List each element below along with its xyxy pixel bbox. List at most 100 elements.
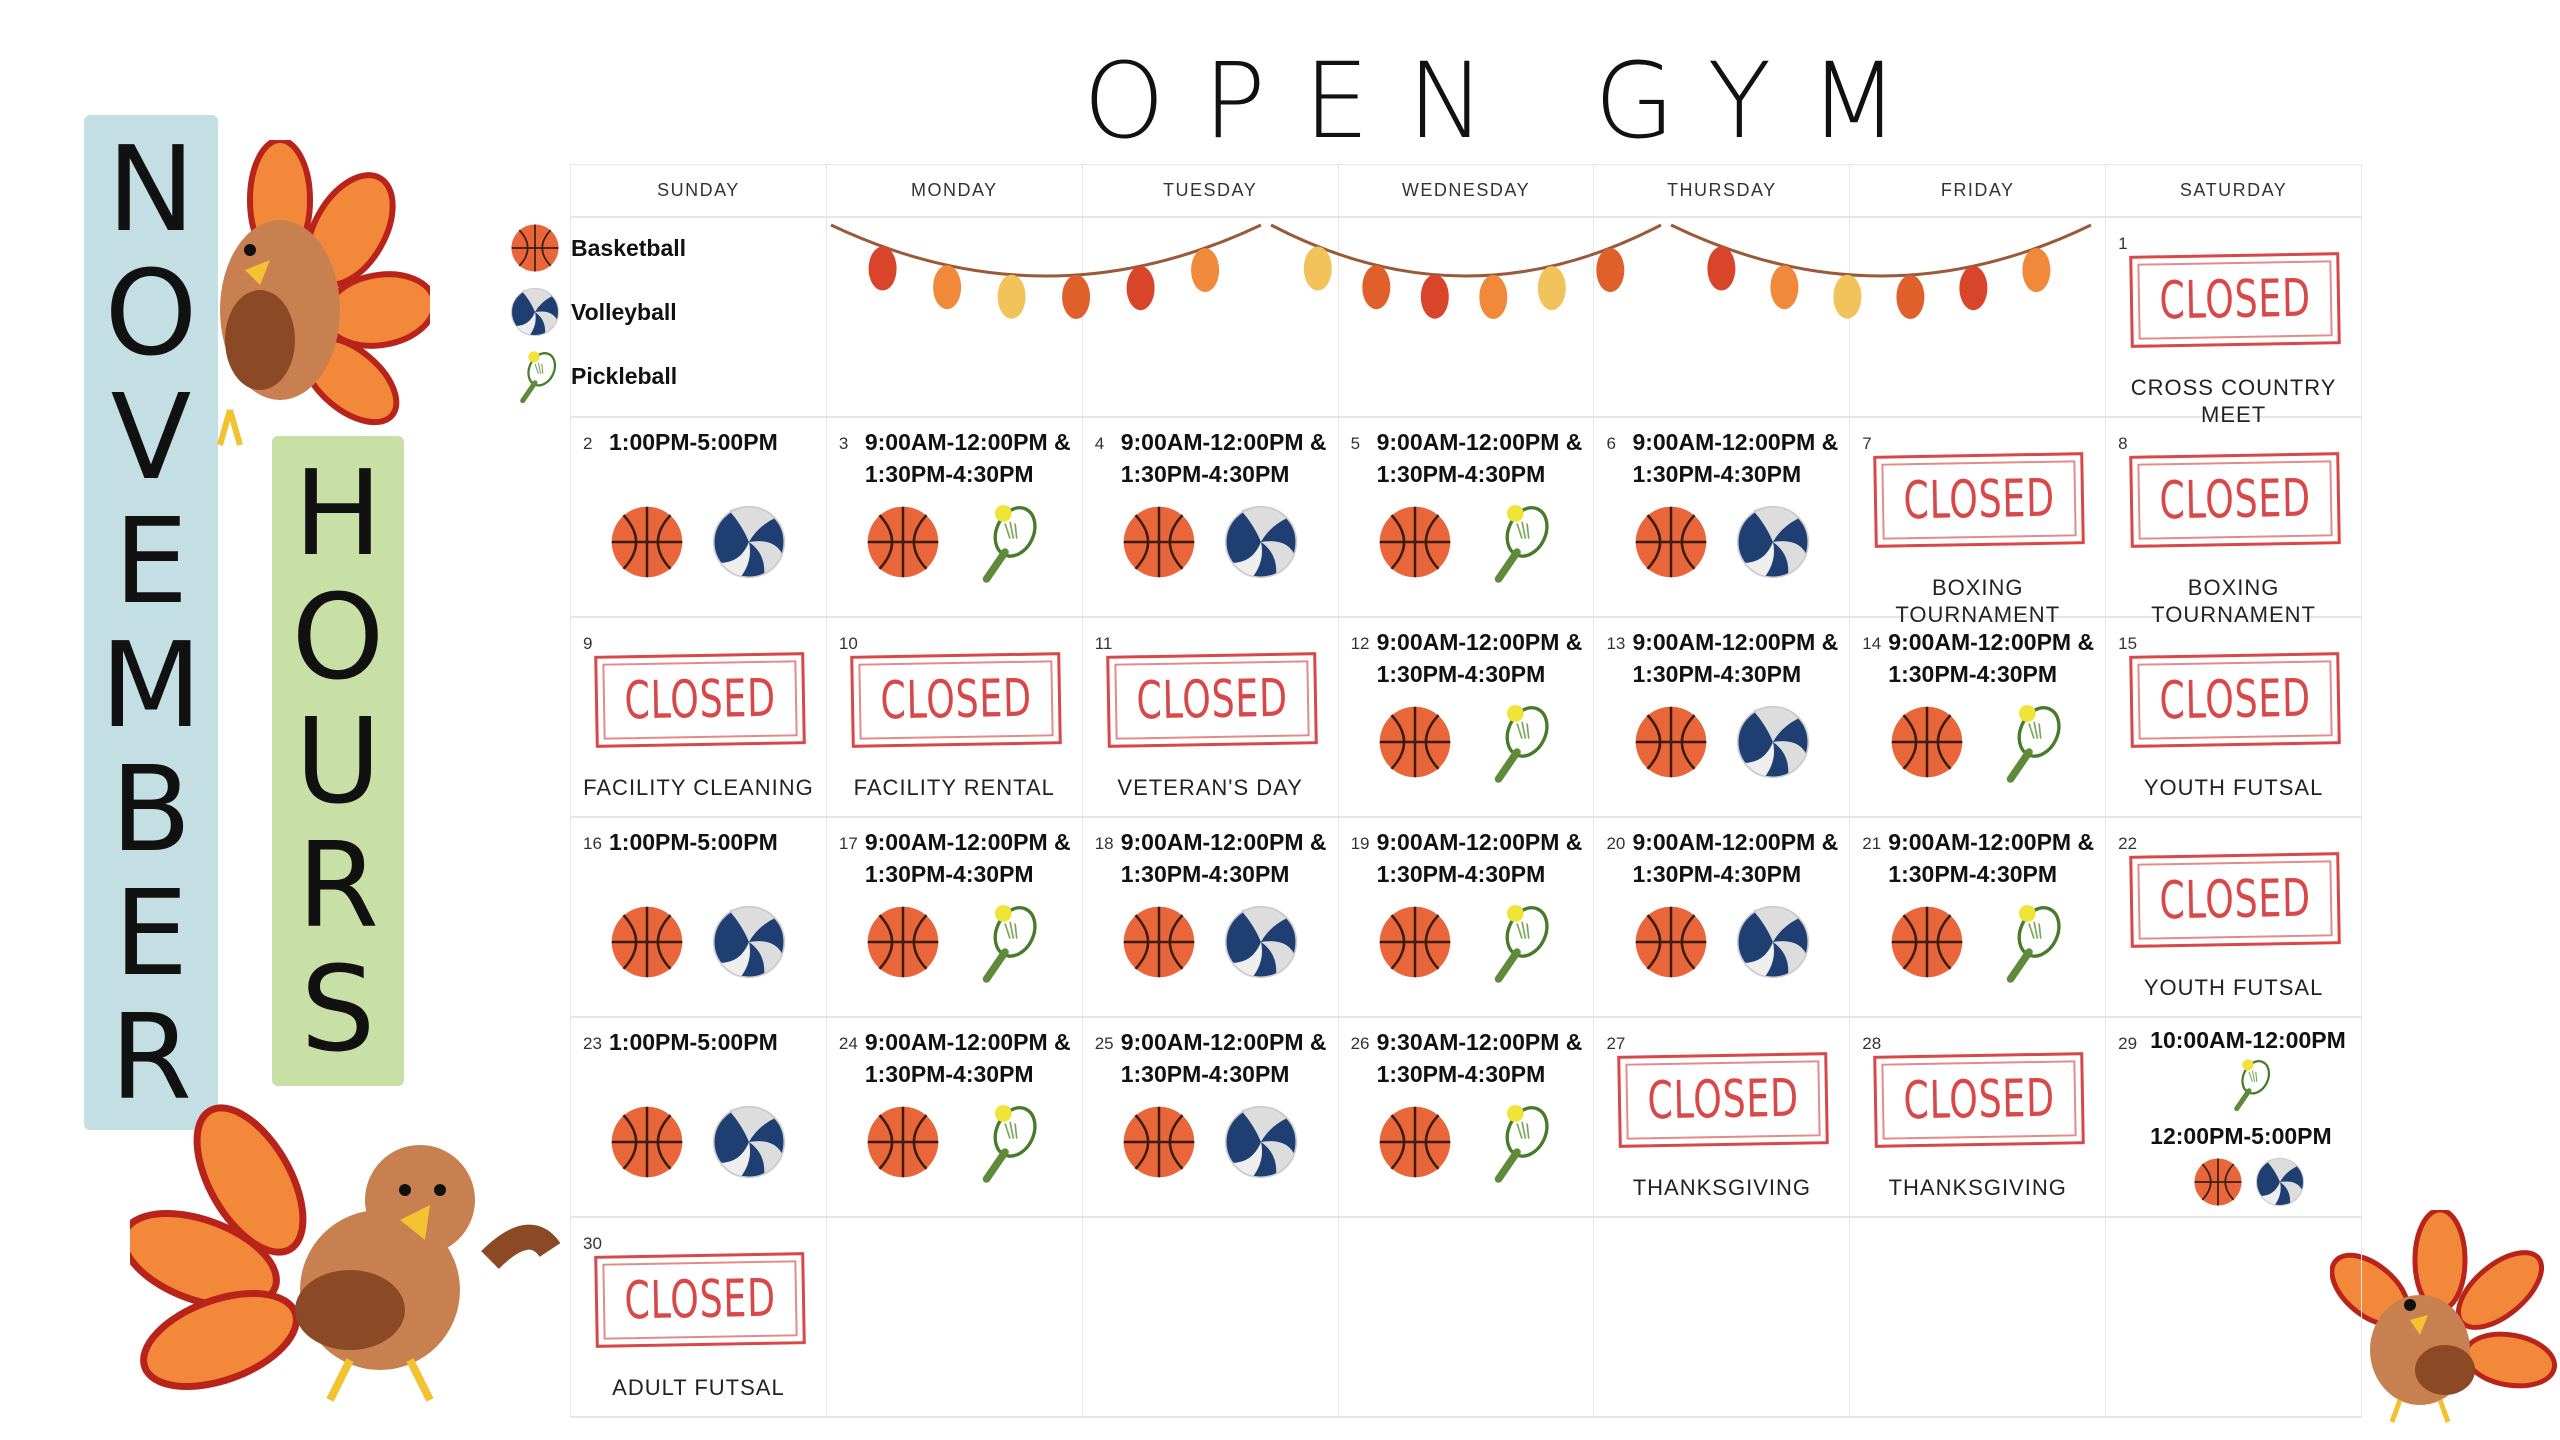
hours-line: 1:30PM-4:30PM <box>1376 461 1546 487</box>
day-number: 28 <box>1862 1034 1882 1053</box>
pickleball-icon <box>963 500 1047 584</box>
day-cell-7[interactable]: 7 CLOSED BOXING TOURNAMENT <box>1850 418 2107 627</box>
closed-stamp: CLOSED <box>2129 852 2341 948</box>
day-cell-2[interactable]: 2 1:00PM-5:00PM <box>571 418 827 618</box>
day-cell-1[interactable]: 1 CLOSED CROSS COUNTRY MEET <box>2106 218 2363 427</box>
sport-icons <box>1850 700 2105 784</box>
day-cell-17[interactable]: 17 9:00AM-12:00PM & 1:30PM-4:30PM <box>826 818 1083 1018</box>
day-cell-22[interactable]: 22 CLOSED YOUTH FUTSAL <box>2106 818 2363 1018</box>
leaf-icon <box>1537 266 1566 311</box>
week-row: 16 1:00PM-5:00PM 17 9:00AM-12:00PM & 1:30PM-… <box>571 818 2363 1018</box>
pickleball-icon <box>1475 1100 1559 1184</box>
day-cell-21[interactable]: 21 9:00AM-12:00PM & 1:30PM-4:30PM <box>1850 818 2107 1018</box>
day-cell-15[interactable]: 15 CLOSED YOUTH FUTSAL <box>2106 618 2363 818</box>
closed-reason: FACILITY CLEANING <box>583 775 814 800</box>
leaf-icon <box>1959 266 1988 311</box>
day-cell-24[interactable]: 24 9:00AM-12:00PM & 1:30PM-4:30PM <box>826 1018 1083 1218</box>
day-cell-10[interactable]: 10 CLOSED FACILITY RENTAL <box>826 618 1083 818</box>
hours-text: 9:00AM-12:00PM & 1:30PM-4:30PM <box>1121 1026 1327 1090</box>
closed-label: CLOSED <box>2158 268 2312 332</box>
leaf-icon <box>1707 246 1736 291</box>
leaf-icon <box>933 265 962 310</box>
day-cell-13[interactable]: 13 9:00AM-12:00PM & 1:30PM-4:30PM <box>1594 618 1851 818</box>
day-cell-3[interactable]: 3 9:00AM-12:00PM & 1:30PM-4:30PM <box>826 418 1083 618</box>
leaf-icon <box>868 246 897 291</box>
closed-label: CLOSED <box>2158 868 2312 932</box>
closed-label: CLOSED <box>623 668 777 732</box>
day-cell-18[interactable]: 18 9:00AM-12:00PM & 1:30PM-4:30PM <box>1082 818 1339 1018</box>
day-number: 8 <box>2118 434 2128 453</box>
week-row: 1 CLOSED CROSS COUNTRY MEET <box>571 218 2363 427</box>
hours-text: 9:00AM-12:00PM & 1:30PM-4:30PM <box>1888 826 2094 890</box>
closed-label: CLOSED <box>1647 1068 1800 1132</box>
day-cell-12[interactable]: 12 9:00AM-12:00PM & 1:30PM-4:30PM <box>1338 618 1595 818</box>
day-cell-25[interactable]: 25 9:00AM-12:00PM & 1:30PM-4:30PM <box>1082 1018 1339 1218</box>
volleyball-icon <box>1731 700 1815 784</box>
sport-icons <box>1594 900 1849 984</box>
november-banner: NOVEMBER <box>84 115 218 1130</box>
closed-stamp: CLOSED <box>1617 1052 1830 1148</box>
turkey-top-left-icon <box>217 140 430 446</box>
day-number: 19 <box>1350 834 1370 853</box>
basketball-icon <box>605 500 689 584</box>
hours-line: 9:00AM-12:00PM & <box>1120 429 1327 455</box>
legend-label: Pickleball <box>571 362 678 389</box>
day-cell-11[interactable]: 11 CLOSED VETERAN'S DAY <box>1082 618 1339 818</box>
closed-reason: FACILITY RENTAL <box>853 775 1055 800</box>
hours-text: 9:00AM-12:00PM & 1:30PM-4:30PM <box>1377 626 1583 690</box>
weekday-header-saturday: SATURDAY <box>2106 165 2363 218</box>
weekday-header-sunday: SUNDAY <box>571 165 827 218</box>
volleyball-icon <box>707 500 791 584</box>
basketball-icon <box>1117 500 1201 584</box>
hours-line: 9:00AM-12:00PM & <box>1632 829 1839 855</box>
day-cell-30[interactable]: 30 CLOSED ADULT FUTSAL <box>571 1218 827 1418</box>
empty-cell <box>1338 1218 1595 1418</box>
hours-line: 9:00AM-12:00PM & <box>864 429 1071 455</box>
day-number: 4 <box>1094 434 1105 453</box>
day-cell-23[interactable]: 23 1:00PM-5:00PM <box>571 1018 827 1218</box>
hours-line: 9:00AM-12:00PM & <box>1632 629 1839 655</box>
closed-label: CLOSED <box>1903 1068 2056 1132</box>
basketball-icon <box>1117 900 1201 984</box>
day-cell-19[interactable]: 19 9:00AM-12:00PM & 1:30PM-4:30PM <box>1338 818 1595 1018</box>
hours-line: 9:00AM-12:00PM & <box>1888 829 2095 855</box>
closed-stamp: CLOSED <box>850 652 1062 748</box>
closed-reason: BOXING TOURNAMENT <box>2151 575 2316 627</box>
hours-line: 1:30PM-4:30PM <box>1888 861 2058 887</box>
day-cell-9[interactable]: 9 CLOSED FACILITY CLEANING <box>571 618 827 818</box>
day-cell-26[interactable]: 26 9:30AM-12:00PM & 1:30PM-4:30PM <box>1338 1018 1595 1218</box>
day-number: 18 <box>1094 834 1114 853</box>
day-cell-20[interactable]: 20 9:00AM-12:00PM & 1:30PM-4:30PM <box>1594 818 1851 1018</box>
hours-text: 9:00AM-12:00PM & 1:30PM-4:30PM <box>1632 826 1838 890</box>
day-cell-27[interactable]: 27 CLOSED THANKSGIVING <box>1594 1018 1851 1218</box>
hours-text: 9:00AM-12:00PM & 1:30PM-4:30PM <box>1632 426 1838 490</box>
day-number: 20 <box>1606 834 1626 853</box>
turkey-bottom-right-icon <box>2330 1210 2558 1423</box>
day-cell-5[interactable]: 5 9:00AM-12:00PM & 1:30PM-4:30PM <box>1338 418 1595 618</box>
empty-cell <box>1082 218 1339 418</box>
basketball-icon <box>2190 1154 2246 1210</box>
november-banner-text: NOVEMBER <box>100 119 202 1126</box>
day-cell-4[interactable]: 4 9:00AM-12:00PM & 1:30PM-4:30PM <box>1082 418 1339 618</box>
day-cell-14[interactable]: 14 9:00AM-12:00PM & 1:30PM-4:30PM <box>1850 618 2107 818</box>
legend-item-pickleball: Pickleball <box>507 348 677 404</box>
day-cell-6[interactable]: 6 9:00AM-12:00PM & 1:30PM-4:30PM <box>1594 418 1851 618</box>
day-number: 9 <box>583 634 593 653</box>
leaf-icon <box>1896 275 1925 320</box>
hours-line: 1:30PM-4:30PM <box>1888 661 2058 687</box>
day-number: 14 <box>1862 634 1882 653</box>
hours-text: 1:00PM-5:00PM <box>609 426 778 458</box>
leaf-icon <box>1191 248 1220 293</box>
sport-icons <box>1594 500 1849 584</box>
closed-label: CLOSED <box>879 668 1033 732</box>
hours-line: 1:30PM-4:30PM <box>1376 661 1546 687</box>
closed-reason: THANKSGIVING <box>1888 1175 2067 1200</box>
day-cell-8[interactable]: 8 CLOSED BOXING TOURNAMENT <box>2106 418 2363 627</box>
day-cell-16[interactable]: 16 1:00PM-5:00PM <box>571 818 827 1018</box>
day-cell-28[interactable]: 28 CLOSED THANKSGIVING <box>1850 1018 2107 1218</box>
day-cell-29[interactable]: 29 10:00AM-12:00PM 12:00PM-5:00PM <box>2106 1018 2363 1218</box>
day-number: 5 <box>1350 434 1361 453</box>
sport-icons <box>827 1100 1082 1184</box>
closed-reason: CROSS COUNTRY MEET <box>2130 375 2337 427</box>
hours-line: 1:30PM-4:30PM <box>1376 1061 1546 1087</box>
